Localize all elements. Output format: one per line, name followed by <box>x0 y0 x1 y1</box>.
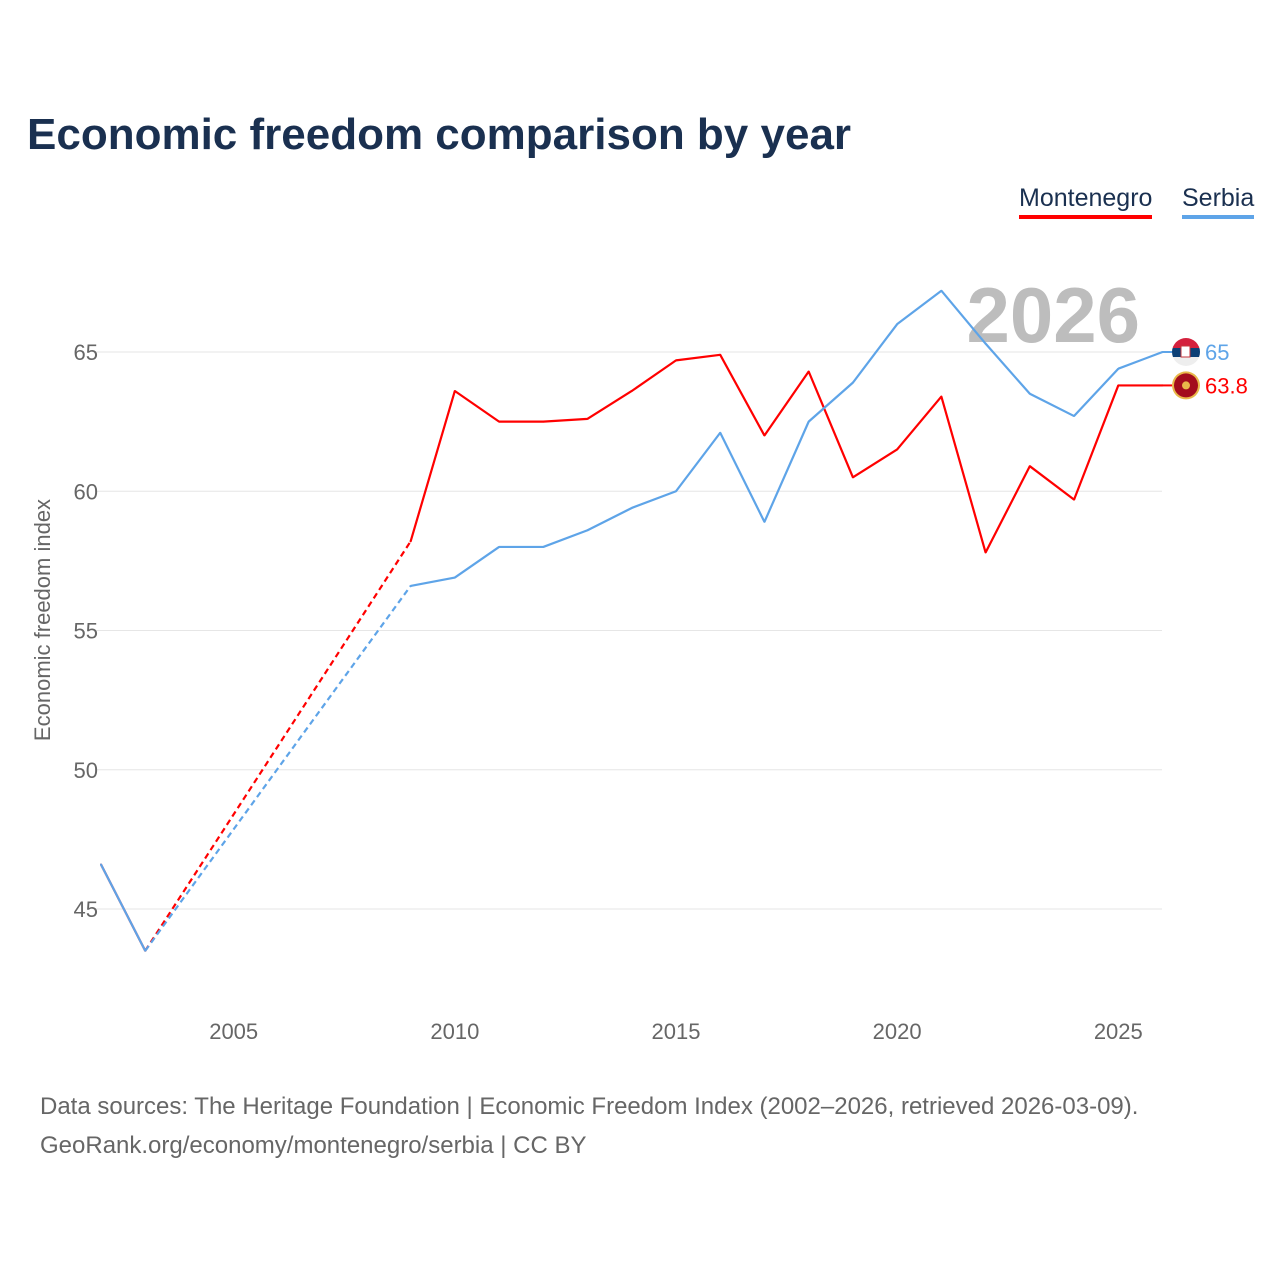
data-point <box>984 342 987 345</box>
data-point <box>498 545 501 548</box>
end-value-label-montenegro: 63.8 <box>1205 373 1248 398</box>
data-point <box>144 949 147 952</box>
series-gap-montenegro <box>144 540 412 952</box>
data-point <box>940 289 943 292</box>
x-tick-label: 2005 <box>209 1019 258 1044</box>
data-point <box>542 545 545 548</box>
data-point <box>763 434 766 437</box>
series-gap-serbia <box>144 585 412 952</box>
data-point <box>409 540 412 543</box>
y-tick-label: 50 <box>74 758 98 783</box>
data-point <box>630 389 633 392</box>
flag-emblem <box>1182 381 1190 390</box>
data-point <box>851 476 854 479</box>
data-point <box>674 490 677 493</box>
data-point <box>1028 465 1031 468</box>
end-value-label-serbia: 65 <box>1205 340 1229 365</box>
data-point <box>984 551 987 554</box>
data-point <box>542 420 545 423</box>
source-line-1: Data sources: The Heritage Foundation | … <box>40 1093 1139 1120</box>
data-point <box>719 353 722 356</box>
data-point <box>674 359 677 362</box>
flag-montenegro-icon <box>1162 371 1200 400</box>
data-point <box>896 448 899 451</box>
flag-emblem <box>1180 345 1191 358</box>
x-tick-label: 2020 <box>873 1019 922 1044</box>
data-point <box>453 576 456 579</box>
x-tick-label: 2015 <box>652 1019 701 1044</box>
series-line-serbia <box>100 289 1163 952</box>
data-point <box>1117 367 1120 370</box>
data-point <box>100 863 102 866</box>
data-point <box>896 323 899 326</box>
data-point <box>1117 384 1120 387</box>
data-point <box>1073 415 1076 418</box>
data-point <box>719 431 722 434</box>
data-point <box>453 389 456 392</box>
y-axis-label: Economic freedom index <box>30 499 55 741</box>
data-point <box>851 381 854 384</box>
flag-stripe <box>1172 357 1200 366</box>
chart-title: Economic freedom comparison by year <box>27 110 852 159</box>
y-tick-label: 60 <box>74 479 98 504</box>
flag-stripe <box>1172 338 1200 348</box>
data-point <box>586 417 589 420</box>
data-point <box>807 370 810 373</box>
y-tick-label: 55 <box>74 619 98 644</box>
source-note: Data sources: The Heritage Foundation | … <box>40 1087 1138 1165</box>
data-point <box>1028 392 1031 395</box>
data-point <box>1073 498 1076 501</box>
flag-serbia-icon <box>1162 338 1200 366</box>
data-point <box>630 506 633 509</box>
source-line-2[interactable]: GeoRank.org/economy/montenegro/serbia | … <box>40 1132 587 1159</box>
year-watermark: 2026 <box>966 271 1140 359</box>
y-tick-label: 65 <box>74 340 98 365</box>
legend-montenegro[interactable]: Montenegro <box>1019 184 1153 219</box>
data-point <box>586 529 589 532</box>
data-point <box>498 420 501 423</box>
data-point <box>763 520 766 523</box>
data-point <box>409 584 412 587</box>
y-tick-label: 45 <box>74 897 98 922</box>
x-tick-label: 2010 <box>430 1019 479 1044</box>
legend-serbia[interactable]: Serbia <box>1182 184 1255 219</box>
data-point <box>940 395 943 398</box>
x-tick-label: 2025 <box>1094 1019 1143 1044</box>
series-line-montenegro <box>100 353 1163 952</box>
data-point <box>807 420 810 423</box>
